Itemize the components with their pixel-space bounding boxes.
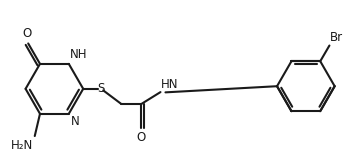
Text: S: S <box>97 82 105 95</box>
Text: H₂N: H₂N <box>11 139 33 152</box>
Text: Br: Br <box>330 30 343 44</box>
Text: O: O <box>137 131 146 144</box>
Text: O: O <box>22 27 32 40</box>
Text: N: N <box>71 115 80 128</box>
Text: HN: HN <box>161 78 179 91</box>
Text: NH: NH <box>70 48 88 61</box>
